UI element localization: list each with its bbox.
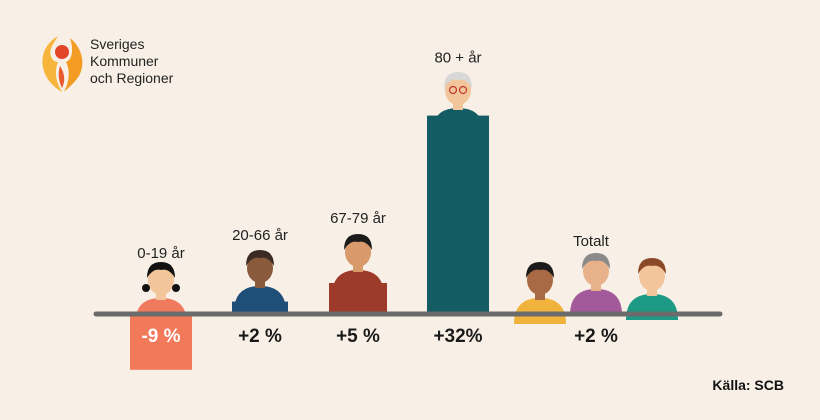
value-label-age-20-66: +2 %: [238, 326, 282, 347]
category-label-age-20-66: 20-66 år: [232, 227, 288, 244]
bar-age-20-66: [232, 301, 288, 314]
value-label-age-0-19: -9 %: [141, 326, 180, 347]
bar-age-80-plus: [427, 115, 489, 314]
flame-logo-icon: [42, 36, 83, 92]
category-label-age-0-19: 0-19 år: [137, 245, 185, 262]
category-label-total: Totalt: [573, 233, 610, 250]
bar-age-67-79: [329, 283, 387, 314]
bars: [130, 115, 489, 370]
labels: -9 % 0-19 år +2 % 20-66 år +5 % 67-79 år +32% 8…: [137, 50, 618, 347]
logo-text: Sveriges Kommuner och Regioner: [90, 36, 173, 87]
value-label-age-67-79: +5 %: [336, 326, 380, 347]
value-label-total: +2 %: [574, 326, 618, 347]
total-figure-1-icon: [514, 262, 566, 324]
source-label: Källa: SCB: [712, 377, 784, 393]
logo-text-line-2: Kommuner: [90, 53, 159, 69]
people-illustrations: [135, 72, 678, 324]
logo-text-line-1: Sveriges: [90, 36, 145, 52]
logo-text-line-3: och Regioner: [90, 70, 174, 86]
category-label-age-80-plus: 80 + år: [434, 50, 481, 67]
total-figure-3-icon: [626, 258, 678, 320]
category-label-age-67-79: 67-79 år: [330, 210, 386, 227]
value-label-age-80-plus: +32%: [433, 326, 482, 347]
total-figure-2-icon: [570, 253, 622, 315]
bar-age-0-19: [130, 314, 192, 370]
logo: [36, 32, 216, 94]
